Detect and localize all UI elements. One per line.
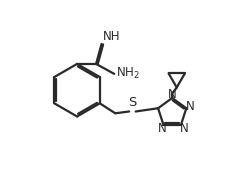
Text: N: N [168,88,177,101]
Text: N: N [158,122,167,135]
Text: N: N [186,100,195,113]
Text: NH: NH [103,30,120,43]
Text: N: N [180,122,188,135]
Text: NH$_2$: NH$_2$ [116,66,139,82]
Text: S: S [128,96,137,109]
